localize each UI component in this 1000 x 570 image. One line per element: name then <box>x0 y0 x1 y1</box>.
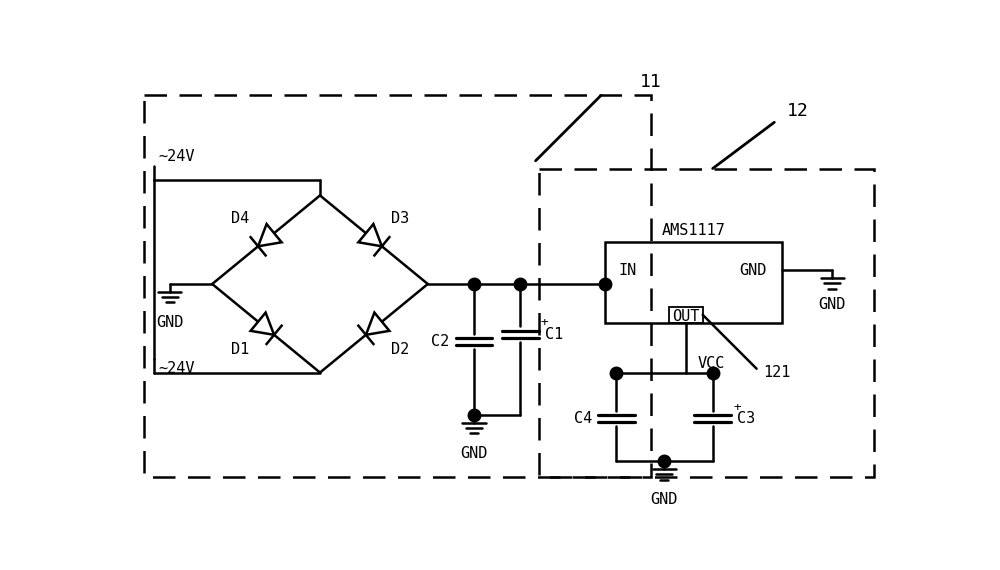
Text: D1: D1 <box>231 343 249 357</box>
Text: VCC: VCC <box>697 356 725 371</box>
Text: GND: GND <box>651 492 678 507</box>
Polygon shape <box>258 224 282 246</box>
Text: +: + <box>733 401 741 414</box>
Text: C4: C4 <box>574 411 592 426</box>
Text: 12: 12 <box>787 102 808 120</box>
Text: GND: GND <box>460 446 488 461</box>
Bar <box>144 95 651 477</box>
Text: GND: GND <box>739 263 767 278</box>
Text: +: + <box>541 316 548 329</box>
Bar <box>669 307 703 323</box>
Text: GND: GND <box>156 315 184 330</box>
Text: C3: C3 <box>737 411 756 426</box>
Text: D4: D4 <box>231 211 249 226</box>
Bar <box>605 242 782 323</box>
Text: D3: D3 <box>391 211 409 226</box>
Bar <box>539 169 874 477</box>
Text: OUT: OUT <box>672 309 699 324</box>
Text: IN: IN <box>619 263 637 278</box>
Text: C2: C2 <box>431 334 449 349</box>
Polygon shape <box>251 312 274 335</box>
Polygon shape <box>366 312 389 335</box>
Text: C1: C1 <box>545 327 563 341</box>
Polygon shape <box>358 224 382 246</box>
Text: 121: 121 <box>763 365 790 380</box>
Text: ~24V: ~24V <box>158 361 195 376</box>
Text: D2: D2 <box>391 343 409 357</box>
Text: ~24V: ~24V <box>158 149 195 165</box>
Text: GND: GND <box>818 298 846 312</box>
Text: AMS1117: AMS1117 <box>662 223 725 238</box>
Text: 11: 11 <box>640 74 662 91</box>
